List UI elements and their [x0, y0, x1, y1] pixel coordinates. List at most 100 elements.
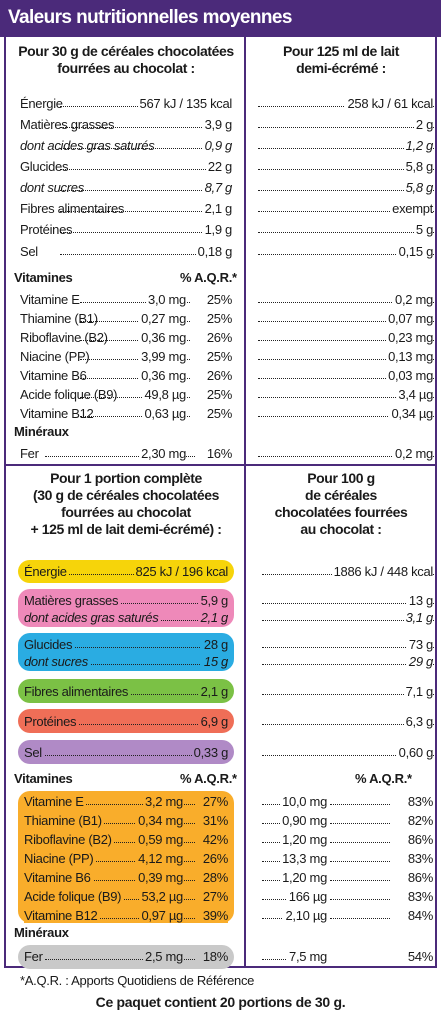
- table-row: Énergie 825 kJ / 196 kcal 1886 kJ / 448 kc…: [0, 561, 441, 583]
- per100-value: 1,20 mg: [280, 832, 327, 847]
- aqr-percent: 25%: [204, 406, 232, 421]
- cereal-value: 0,36 mg: [139, 330, 186, 345]
- dot-leader: [262, 603, 434, 604]
- nutrient-label: dont acides gras saturés: [24, 610, 161, 625]
- per100-value: 0,60 g: [396, 745, 433, 760]
- dot-leader: [80, 321, 190, 322]
- aqr-percent: 26%: [204, 368, 232, 383]
- cereal-value: 8,7 g: [202, 180, 232, 195]
- table-row: Thiamine (B1) 0,34 mg 31% 0,90 mg 82%: [0, 810, 441, 832]
- vitamin-label: Thiamine (B1): [20, 311, 98, 326]
- dot-leader: [80, 302, 190, 303]
- section-vitamines-bottom: Vitamines: [14, 771, 73, 786]
- mineral-label: Fer: [24, 949, 45, 964]
- table-row: dont acides gras saturés 0,9 g 1,2 g: [0, 135, 441, 157]
- nutrient-label: Protéines: [20, 222, 73, 237]
- table-row: dont acides gras saturés 2,1 g 3,1 g: [0, 607, 441, 629]
- vitamin-label: Vitamine E: [20, 292, 80, 307]
- dot-leader: [80, 899, 195, 900]
- table-row: Vitamine B6 0,39 mg 28% 1,20 mg 86%: [0, 867, 441, 889]
- milk-value: 0,23 mg: [386, 330, 433, 345]
- vitamin-label: Vitamine B12: [20, 406, 94, 421]
- per100-value: 73 g: [406, 637, 433, 652]
- dot-leader: [45, 959, 195, 960]
- cereal-value: 2,1 g: [202, 201, 232, 216]
- header-per100: Pour 100 g de céréales chocolatées fourr…: [274, 470, 408, 537]
- dot-leader: [60, 190, 210, 191]
- portion-value: 2,5 mg: [143, 949, 183, 964]
- vitamin-label: Niacine (PP): [20, 349, 90, 364]
- aqr-percent: 16%: [204, 446, 232, 461]
- cereal-value: 0,9 g: [202, 138, 232, 153]
- table-row: Protéines 6,9 g 6,3 g: [0, 711, 441, 733]
- aqr-percent: 42%: [200, 832, 228, 847]
- dot-leader: [40, 755, 200, 756]
- milk-value: 0,15 g: [396, 244, 433, 259]
- dot-leader: [262, 755, 434, 756]
- dot-leader: [258, 378, 434, 379]
- dot-leader: [60, 254, 210, 255]
- table-row: Vitamine B12 0,97 µg 39% 2,10 µg 84%: [0, 905, 441, 927]
- table-row: Fer 2,30 mg 16% 0,2 mg: [0, 443, 441, 465]
- table-row: Glucides 28 g 73 g: [0, 634, 441, 656]
- table-row: Vitamine B6 0,36 mg 26% 0,03 mg: [0, 365, 441, 387]
- dot-leader: [60, 106, 210, 107]
- dot-leader: [258, 302, 434, 303]
- header-cereal: Pour 30 g de céréales chocolatées fourré…: [18, 43, 234, 76]
- portion-value: 4,12 mg: [136, 851, 183, 866]
- per100-percent: 86%: [405, 832, 433, 847]
- dot-leader: [330, 823, 390, 824]
- dot-leader: [80, 416, 190, 417]
- milk-value: 5,8 g: [403, 180, 433, 195]
- portion-value: 2,1 g: [198, 610, 228, 625]
- section-aqr-bottom: % A.Q.R.*: [180, 771, 237, 786]
- aqr-percent: 31%: [200, 813, 228, 828]
- dot-leader: [80, 378, 190, 379]
- per100-value: 10,0 mg: [280, 794, 327, 809]
- nutrient-label: Glucides: [20, 159, 69, 174]
- header-milk: Pour 125 ml de lait demi-écrémé :: [282, 43, 400, 76]
- dot-leader: [258, 232, 434, 233]
- dot-leader: [80, 918, 195, 919]
- cereal-value: 567 kJ / 135 kcal: [137, 96, 232, 111]
- nutrient-label: Énergie: [24, 564, 69, 579]
- per100-percent: 86%: [405, 870, 433, 885]
- portion-value: 0,34 mg: [136, 813, 183, 828]
- dot-leader: [258, 254, 434, 255]
- table-row: Fibres alimentaires 2,1 g exempt: [0, 198, 441, 220]
- cereal-value: 0,18 g: [195, 244, 232, 259]
- section-aqr-per100: % A.Q.R.*: [355, 771, 412, 786]
- dot-leader: [330, 899, 390, 900]
- dot-leader: [60, 232, 210, 233]
- portion-value: 0,39 mg: [136, 870, 183, 885]
- dot-leader: [262, 647, 434, 648]
- table-row: Vitamine E 3,0 mg 25% 0,2 mg: [0, 289, 441, 311]
- aqr-percent: 39%: [200, 908, 228, 923]
- cereal-value: 0,36 mg: [139, 368, 186, 383]
- dot-leader: [330, 861, 390, 862]
- dot-leader: [80, 359, 190, 360]
- dot-leader: [258, 148, 434, 149]
- section-mineraux-top: Minéraux: [14, 424, 69, 439]
- nutrient-label: Fibres alimentaires: [20, 201, 125, 216]
- portion-value: 53,2 µg: [139, 889, 183, 904]
- per100-value: 13 g: [406, 593, 433, 608]
- aqr-percent: 25%: [204, 311, 232, 326]
- mineral-label: Fer: [20, 446, 39, 461]
- nutrient-label: Sel: [24, 745, 44, 760]
- table-row: Acide folique (B9) 53,2 µg 27% 166 µg 83%: [0, 886, 441, 908]
- table-row: Fibres alimentaires 2,1 g 7,1 g: [0, 681, 441, 703]
- dot-leader: [40, 647, 200, 648]
- per100-percent: 54%: [405, 949, 433, 964]
- nutrient-label: Énergie: [20, 96, 63, 111]
- aqr-percent: 25%: [204, 387, 232, 402]
- aqr-percent: 18%: [200, 949, 228, 964]
- milk-value: 0,34 µg: [389, 406, 433, 421]
- per100-value: 13,3 mg: [280, 851, 327, 866]
- vitamin-label: Acide folique (B9): [24, 889, 124, 904]
- nutrient-label: Matières grasses: [20, 117, 115, 132]
- per100-value: 1886 kJ / 448 kcal: [331, 564, 433, 579]
- table-row: Vitamine E 3,2 mg 27% 10,0 mg 83%: [0, 791, 441, 813]
- per100-value: 0,90 mg: [280, 813, 327, 828]
- dot-leader: [258, 397, 434, 398]
